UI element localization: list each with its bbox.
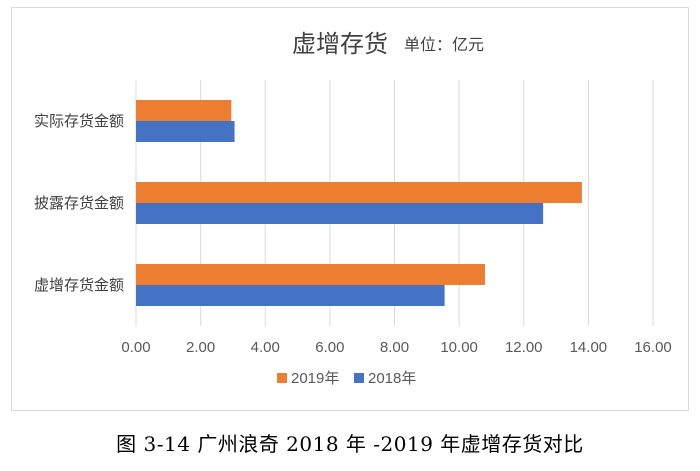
x-tick-label: 0.00 <box>121 339 150 356</box>
bars <box>136 100 582 306</box>
legend-swatch <box>277 373 287 383</box>
figure-caption: 图 3-14 广州浪奇 2018 年 -2019 年虚增存货对比 <box>116 432 584 456</box>
legend-swatch <box>354 373 364 383</box>
category-label: 披露存货金额 <box>34 194 124 212</box>
x-tick-label: 12.00 <box>505 339 543 356</box>
x-tick-label: 14.00 <box>570 339 608 356</box>
bar-2019年-虚增存货金额 <box>136 264 485 285</box>
category-label: 虚增存货金额 <box>34 276 124 294</box>
bar-2018年-实际存货金额 <box>136 121 235 142</box>
legend-label: 2018年 <box>368 370 416 387</box>
category-label: 实际存货金额 <box>34 112 124 130</box>
x-tick-label: 16.00 <box>634 339 672 356</box>
legend: 2019年 2018年 <box>277 370 416 387</box>
x-tick-label: 8.00 <box>380 339 409 356</box>
x-tick-labels: 0.00 2.00 4.00 6.00 8.00 10.00 12.00 14.00 16.00 <box>121 339 671 356</box>
x-tick-label: 10.00 <box>440 339 478 356</box>
chart-title: 虚增存货 <box>292 30 388 58</box>
bar-2019年-实际存货金额 <box>136 100 232 121</box>
x-tick-label: 2.00 <box>186 339 215 356</box>
x-tick-label: 6.00 <box>315 339 344 356</box>
legend-label: 2019年 <box>291 370 339 387</box>
unit-label: 单位：亿元 <box>404 35 484 54</box>
x-tick-label: 4.00 <box>251 339 280 356</box>
bar-2018年-虚增存货金额 <box>136 285 445 306</box>
bar-2019年-披露存货金额 <box>136 182 582 203</box>
bar-2018年-披露存货金额 <box>136 203 544 224</box>
